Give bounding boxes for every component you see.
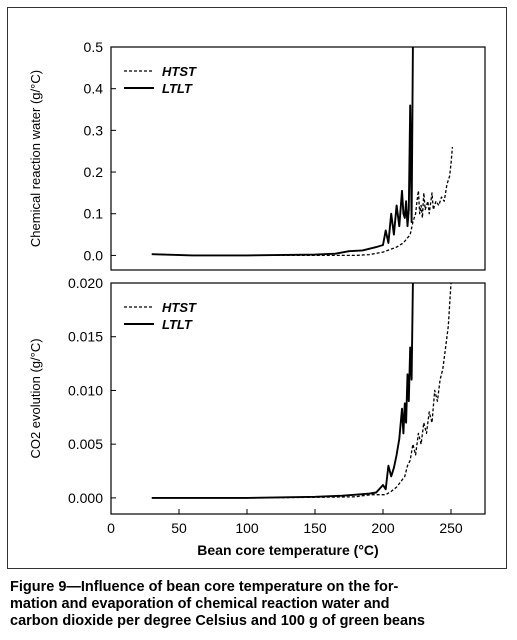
y-tick-label: 0.5 xyxy=(84,39,104,55)
x-tick-label: 100 xyxy=(235,520,259,536)
y-tick-label: 0.010 xyxy=(68,382,103,398)
y-axis-title: CO2 evolution (g/°C) xyxy=(28,338,43,458)
y-tick-label: 0.4 xyxy=(84,81,104,97)
y-tick-label: 0.020 xyxy=(68,275,103,291)
x-tick-label: 0 xyxy=(107,520,115,536)
series-group xyxy=(151,283,452,499)
legend-label: LTLT xyxy=(162,317,193,332)
legend-label: HTST xyxy=(162,300,197,315)
series-group xyxy=(151,47,454,257)
x-tick-label: 200 xyxy=(371,520,395,536)
y-tick-label: 0.005 xyxy=(68,436,103,452)
chart-panel-co2: 0.000 0.005 0.010 0.015 0.020 0 50 100 150 200 250… xyxy=(28,275,486,558)
y-tick-label: 0.1 xyxy=(84,206,104,222)
x-tick-label: 150 xyxy=(303,520,327,536)
series-line-htst xyxy=(151,283,452,499)
series-line-ltlt xyxy=(151,47,414,257)
x-axis-title: Bean core temperature (°C) xyxy=(197,542,378,558)
figure-caption: Figure 9—Influence of bean core temperat… xyxy=(10,579,510,630)
figure-frame xyxy=(7,7,507,569)
y-tick-label: 0.0 xyxy=(84,247,104,263)
y-tick-label: 0.000 xyxy=(68,490,103,506)
legend-label: HTST xyxy=(162,64,197,79)
series-line-htst xyxy=(151,146,454,257)
x-tick-label: 50 xyxy=(171,520,187,536)
caption-line: mation and evaporation of chemical react… xyxy=(10,596,390,612)
caption-line: carbon dioxide per degree Celsius and 10… xyxy=(10,613,425,629)
y-axis-title: Chemical reaction water (g/°C) xyxy=(28,70,43,247)
series-line-ltlt xyxy=(151,283,414,499)
legend-label: LTLT xyxy=(162,81,193,96)
caption-line: Figure 9—Influence of bean core temperat… xyxy=(10,579,399,595)
chart-panel-water: 0.0 0.1 0.2 0.3 0.4 0.5 Chemical reaction wate… xyxy=(28,39,486,271)
x-tick-label: 250 xyxy=(439,520,463,536)
y-tick-label: 0.015 xyxy=(68,329,103,345)
plot-area-frame xyxy=(110,282,486,515)
chart: 0.0 0.1 0.2 0.3 0.4 0.5 Chemical reaction wate… xyxy=(28,39,486,558)
y-tick-label: 0.3 xyxy=(84,122,104,138)
plot-area-frame xyxy=(110,46,486,271)
y-tick-label: 0.2 xyxy=(84,164,104,180)
